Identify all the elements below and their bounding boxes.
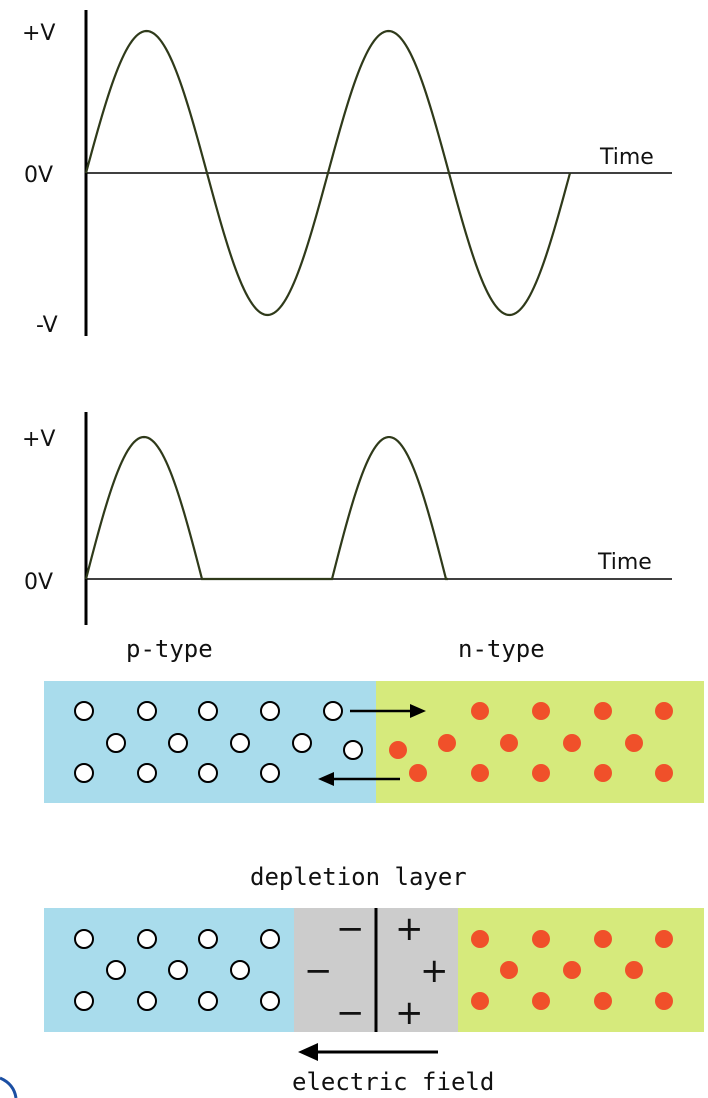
hole <box>74 929 94 949</box>
electron <box>594 930 612 948</box>
electron <box>655 702 673 720</box>
electron <box>500 961 518 979</box>
electron <box>655 764 673 782</box>
ac-waveform-graph: +V 0V -V Time <box>22 10 672 338</box>
hole <box>198 991 218 1011</box>
hole <box>74 701 94 721</box>
hole <box>106 960 126 980</box>
electrons-group-bottom <box>471 930 673 1010</box>
electron <box>500 734 518 752</box>
electron <box>389 741 407 759</box>
rect-label-plus-v: +V <box>22 427 55 452</box>
electron <box>625 961 643 979</box>
electron <box>594 702 612 720</box>
electron <box>471 992 489 1010</box>
electron <box>532 702 550 720</box>
hole <box>198 763 218 783</box>
electron <box>655 992 673 1010</box>
positive-ion: + <box>420 951 449 991</box>
holes-group <box>74 701 363 783</box>
positive-ion: + <box>395 993 424 1033</box>
n-region <box>376 681 704 803</box>
electron <box>563 734 581 752</box>
hole <box>137 763 157 783</box>
hole <box>260 763 280 783</box>
electric-field-label: electric field <box>292 1068 494 1096</box>
hole <box>323 701 343 721</box>
electron <box>625 734 643 752</box>
electric-field-arrow <box>298 1043 438 1061</box>
p-region <box>44 681 376 803</box>
hole <box>260 929 280 949</box>
positive-ion: + <box>395 909 424 949</box>
hole <box>74 991 94 1011</box>
corner-mark <box>0 1076 18 1098</box>
diffusion-arrow-right <box>350 704 426 718</box>
negative-ion: − <box>336 909 365 949</box>
hole <box>74 763 94 783</box>
hole <box>137 929 157 949</box>
electron <box>471 702 489 720</box>
electron <box>471 764 489 782</box>
ac-label-time: Time <box>599 145 654 170</box>
diffusion-arrow-left <box>318 772 400 786</box>
electron <box>532 992 550 1010</box>
hole <box>198 929 218 949</box>
hole <box>137 991 157 1011</box>
p-type-label: p-type <box>126 635 213 663</box>
hole <box>168 960 188 980</box>
electron <box>532 764 550 782</box>
electron <box>438 734 456 752</box>
hole <box>230 733 250 753</box>
holes-group-bottom <box>74 929 280 1011</box>
electron <box>409 764 427 782</box>
rectified-waveform-graph: +V 0V Time <box>22 412 672 625</box>
negative-ion: − <box>336 993 365 1033</box>
hole <box>260 701 280 721</box>
n-type-label: n-type <box>458 635 545 663</box>
hole <box>292 733 312 753</box>
rect-label-time: Time <box>597 550 652 575</box>
depletion-layer-label: depletion layer <box>250 863 467 891</box>
rect-label-zero-v: 0V <box>24 570 53 595</box>
electron <box>563 961 581 979</box>
ac-label-zero-v: 0V <box>24 163 53 188</box>
electron <box>471 930 489 948</box>
electron <box>532 930 550 948</box>
hole <box>343 740 363 760</box>
electron <box>594 764 612 782</box>
electrons-group <box>389 702 673 782</box>
hole <box>260 991 280 1011</box>
ac-sine-curve <box>84 29 572 317</box>
hole <box>137 701 157 721</box>
pn-junction-depletion: depletion layer − − − + + + electric fie… <box>44 863 704 1096</box>
hole <box>168 733 188 753</box>
hole <box>106 733 126 753</box>
rectified-curve <box>84 435 448 581</box>
ac-label-plus-v: +V <box>22 21 55 46</box>
electron <box>594 992 612 1010</box>
hole <box>230 960 250 980</box>
hole <box>198 701 218 721</box>
electron <box>655 930 673 948</box>
pn-junction-unbiased: p-type n-type <box>44 635 704 803</box>
negative-ion: − <box>304 951 333 991</box>
ac-label-minus-v: -V <box>36 313 58 338</box>
